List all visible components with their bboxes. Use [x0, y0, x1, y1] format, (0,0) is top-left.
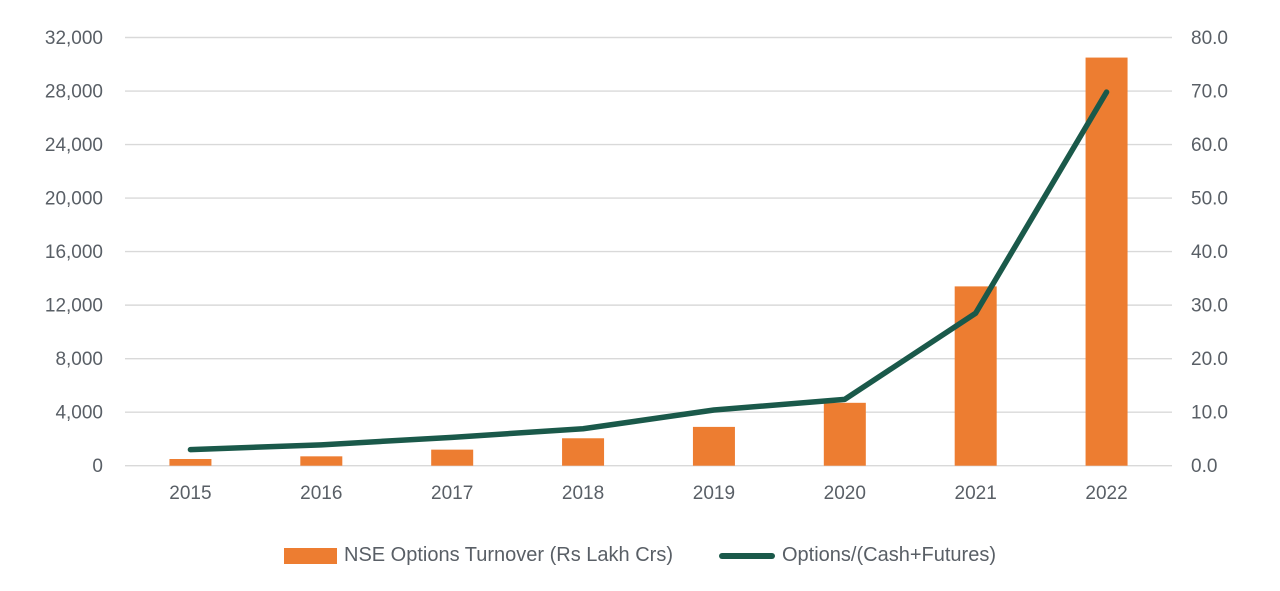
line-series-swatch-icon — [719, 552, 775, 559]
bar-2018 — [562, 438, 605, 466]
y-axis-right-tick-label: 50.0 — [1191, 189, 1228, 210]
y-axis-left-tick-label: 20,000 — [45, 189, 103, 210]
y-axis-right-tick-label: 10.0 — [1191, 403, 1228, 424]
y-axis-right-tick-label: 20.0 — [1191, 349, 1228, 370]
bar-2016 — [300, 456, 343, 466]
bar-2015 — [169, 459, 212, 466]
y-axis-left-tick-label: 4,000 — [55, 403, 103, 424]
x-axis-tick-label: 2022 — [1085, 483, 1127, 504]
y-axis-right-tick-label: 30.0 — [1191, 296, 1228, 317]
x-axis-tick-label: 2018 — [562, 483, 604, 504]
x-axis-tick-label: 2016 — [300, 483, 342, 504]
x-axis-tick-label: 2020 — [824, 483, 866, 504]
x-axis-tick-label: 2019 — [693, 483, 735, 504]
y-axis-left-tick-label: 28,000 — [45, 82, 103, 103]
y-axis-left-tick-label: 0 — [92, 456, 103, 477]
bar-2022 — [1085, 57, 1128, 466]
bar-series-label: NSE Options Turnover (Rs Lakh Crs) — [344, 544, 673, 566]
bar-2017 — [431, 449, 474, 466]
line-series-label: Options/(Cash+Futures) — [782, 544, 996, 566]
chart-area: 0 0.0 4,000 10.0 8,000 20.0 12,000 30.0 16,000 40… — [45, 28, 1228, 504]
y-axis-left-tick-label: 16,000 — [45, 242, 103, 263]
y-axis-right-tick-label: 80.0 — [1191, 28, 1228, 49]
x-axis-tick-label: 2015 — [169, 483, 211, 504]
legend-item-line-series: Options/(Cash+Futures) — [719, 544, 996, 567]
bar-2020 — [823, 402, 866, 466]
ratio-line — [187, 89, 1110, 453]
x-axis-tick-label: 2017 — [431, 483, 473, 504]
y-axis-right-tick-label: 40.0 — [1191, 242, 1228, 263]
y-axis-left-tick-label: 24,000 — [45, 135, 103, 156]
x-axis-tick-label: 2021 — [955, 483, 997, 504]
y-axis-left-tick-label: 12,000 — [45, 296, 103, 317]
bar-2019 — [692, 426, 735, 466]
y-axis-right-tick-label: 0.0 — [1191, 456, 1217, 477]
chart-legend: NSE Options Turnover (Rs Lakh Crs) Optio… — [0, 544, 1280, 567]
options-turnover-chart: 0 0.0 4,000 10.0 8,000 20.0 12,000 30.0 16,000 40… — [45, 28, 1228, 504]
y-axis-right-tick-label: 60.0 — [1191, 135, 1228, 156]
legend-item-bar-series: NSE Options Turnover (Rs Lakh Crs) — [284, 544, 673, 567]
y-axis-right-tick-label: 70.0 — [1191, 82, 1228, 103]
y-axis-left-tick-label: 8,000 — [55, 349, 103, 370]
y-axis-left-tick-label: 32,000 — [45, 28, 103, 49]
bar-series-swatch-icon — [284, 547, 337, 564]
